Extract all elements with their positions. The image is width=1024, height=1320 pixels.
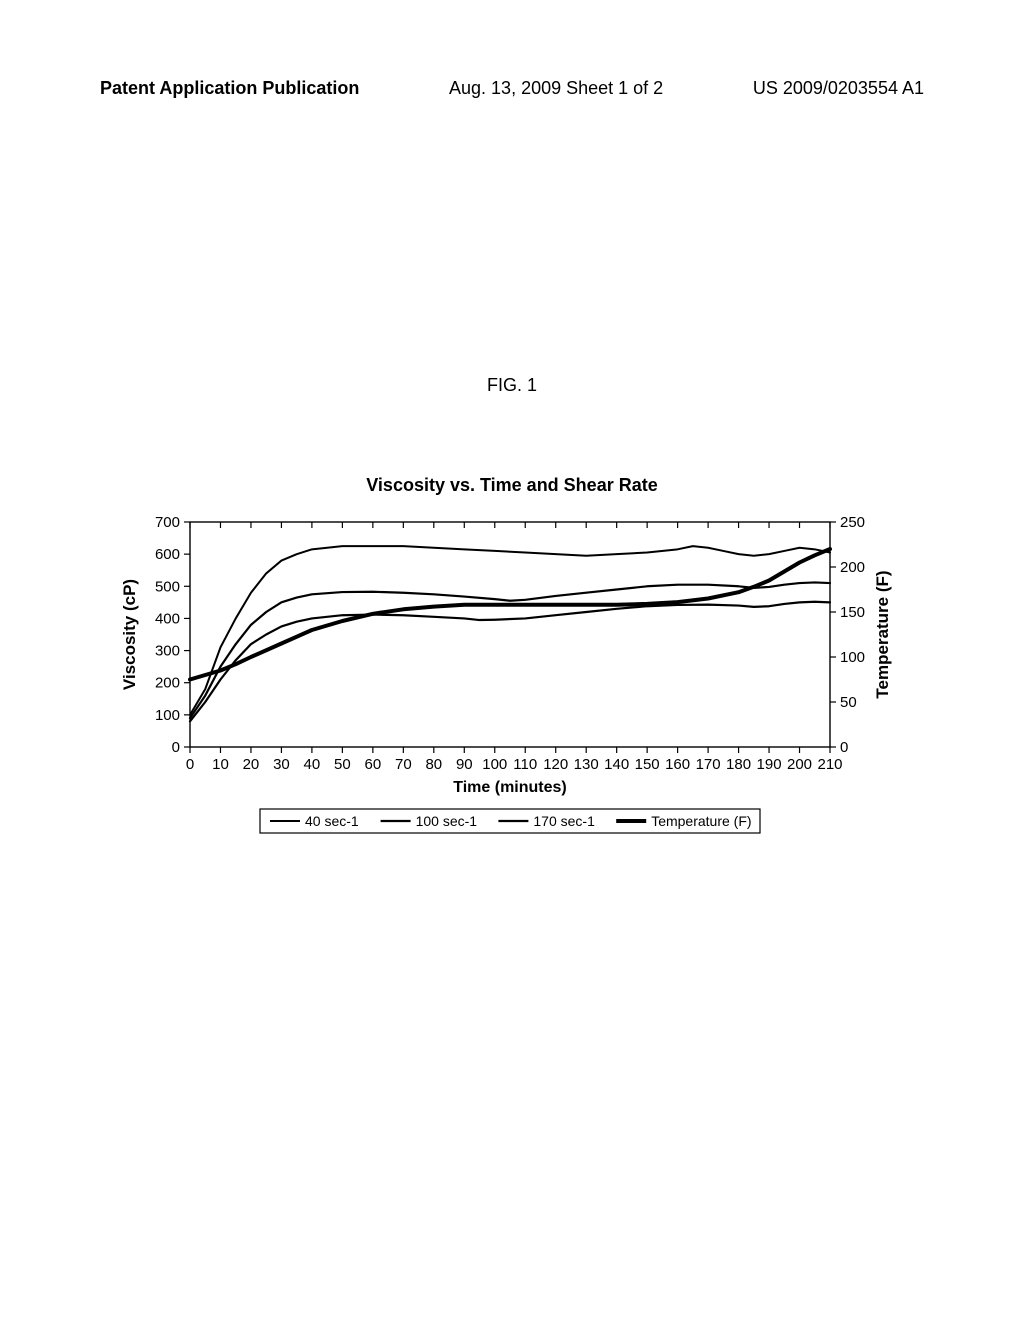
svg-text:150: 150	[840, 604, 865, 621]
chart-title: Viscosity vs. Time and Shear Rate	[0, 475, 1024, 496]
svg-text:200: 200	[787, 756, 812, 773]
svg-text:100: 100	[482, 756, 507, 773]
svg-text:700: 700	[155, 514, 180, 531]
svg-text:40: 40	[304, 756, 321, 773]
svg-text:110: 110	[513, 756, 537, 773]
svg-text:160: 160	[665, 756, 690, 773]
svg-text:Temperature (F): Temperature (F)	[873, 570, 892, 698]
figure-label: FIG. 1	[0, 375, 1024, 396]
svg-text:20: 20	[243, 756, 260, 773]
svg-text:Time (minutes): Time (minutes)	[453, 779, 567, 796]
svg-text:300: 300	[155, 643, 180, 660]
svg-text:120: 120	[543, 756, 568, 773]
svg-text:Viscosity (cP): Viscosity (cP)	[120, 579, 139, 690]
svg-text:90: 90	[456, 756, 473, 773]
svg-text:60: 60	[365, 756, 382, 773]
svg-text:50: 50	[840, 694, 857, 711]
svg-text:500: 500	[155, 578, 180, 595]
svg-text:10: 10	[212, 756, 229, 773]
svg-text:70: 70	[395, 756, 412, 773]
svg-text:130: 130	[574, 756, 599, 773]
svg-text:190: 190	[757, 756, 782, 773]
svg-text:180: 180	[726, 756, 751, 773]
svg-text:100: 100	[840, 649, 865, 666]
svg-text:400: 400	[155, 610, 180, 627]
svg-text:30: 30	[273, 756, 290, 773]
svg-text:0: 0	[186, 756, 194, 773]
viscosity-chart: 0 10 20 30 40 50 60 70 80 90 100 110 120 130 140 150 160…	[110, 510, 914, 870]
header-left-text: Patent Application Publication	[100, 78, 359, 99]
svg-text:100: 100	[155, 707, 180, 724]
svg-text:200: 200	[840, 559, 865, 576]
svg-text:170: 170	[696, 756, 721, 773]
svg-text:250: 250	[840, 514, 865, 531]
svg-text:140: 140	[604, 756, 629, 773]
svg-text:Temperature (F): Temperature (F)	[651, 813, 751, 829]
svg-text:200: 200	[155, 675, 180, 692]
svg-text:150: 150	[635, 756, 660, 773]
header-middle-text: Aug. 13, 2009 Sheet 1 of 2	[449, 78, 663, 99]
svg-text:0: 0	[172, 739, 180, 756]
svg-text:210: 210	[817, 756, 842, 773]
svg-text:600: 600	[155, 546, 180, 563]
svg-text:80: 80	[425, 756, 442, 773]
header-right-text: US 2009/0203554 A1	[753, 78, 924, 99]
svg-text:40 sec-1: 40 sec-1	[305, 813, 359, 829]
svg-text:50: 50	[334, 756, 351, 773]
svg-text:170 sec-1: 170 sec-1	[533, 813, 595, 829]
page-header: Patent Application Publication Aug. 13, …	[0, 78, 1024, 99]
svg-text:100 sec-1: 100 sec-1	[416, 813, 478, 829]
svg-text:0: 0	[840, 739, 848, 756]
chart-svg: 0 10 20 30 40 50 60 70 80 90 100 110 120 130 140 150 160…	[110, 510, 914, 870]
